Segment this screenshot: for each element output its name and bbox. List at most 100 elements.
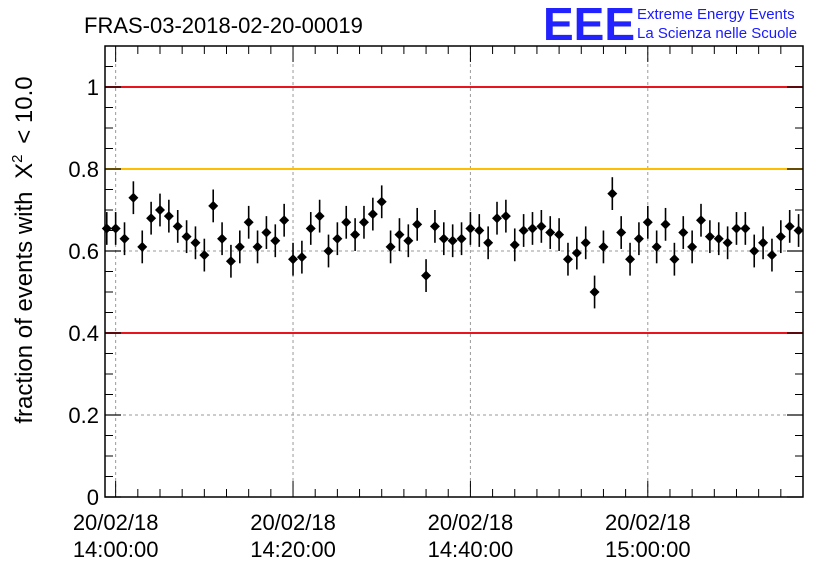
x-tick-label-time: 14:00:00 xyxy=(73,537,159,562)
data-point xyxy=(421,259,432,292)
point-marker xyxy=(421,270,432,281)
point-marker xyxy=(527,223,538,234)
point-marker xyxy=(350,229,361,240)
data-point xyxy=(101,212,112,245)
point-marker xyxy=(181,231,192,242)
data-point xyxy=(740,212,751,245)
point-marker xyxy=(571,248,582,259)
y-tick-label: 0.8 xyxy=(68,157,99,182)
data-point xyxy=(722,226,733,260)
point-marker xyxy=(288,254,299,265)
point-marker xyxy=(208,200,219,211)
point-marker xyxy=(536,221,547,232)
point-marker xyxy=(518,225,529,236)
point-marker xyxy=(429,221,440,232)
data-point xyxy=(687,230,698,264)
point-marker xyxy=(296,252,307,263)
point-marker xyxy=(554,229,565,240)
data-point xyxy=(314,199,325,233)
point-marker xyxy=(598,241,609,252)
y-tick-label: 0.2 xyxy=(68,403,99,428)
data-point xyxy=(394,218,405,251)
point-marker xyxy=(128,192,139,203)
data-point xyxy=(580,226,591,260)
point-marker xyxy=(234,241,245,252)
data-point xyxy=(172,210,183,243)
y-axis-label-prefix: fraction of events with xyxy=(11,191,38,423)
x-tick-label-date: 20/02/18 xyxy=(73,510,159,535)
point-marker xyxy=(101,223,112,234)
data-point xyxy=(385,230,396,264)
data-point xyxy=(341,205,352,239)
data-point xyxy=(749,234,760,268)
point-marker xyxy=(217,233,228,244)
point-marker xyxy=(163,211,174,222)
point-marker xyxy=(669,254,680,265)
y-axis-label: fraction of events with X2 < 10.0 xyxy=(1,76,38,423)
point-marker xyxy=(172,221,183,232)
data-point xyxy=(217,222,228,256)
data-point xyxy=(128,181,139,215)
point-marker xyxy=(633,233,644,244)
data-point xyxy=(554,218,565,251)
point-marker xyxy=(775,231,786,242)
point-marker xyxy=(279,215,290,226)
point-marker xyxy=(483,237,494,248)
y-tick-label: 0.4 xyxy=(68,321,99,346)
y-axis-label-suffix: < 10.0 xyxy=(11,76,38,143)
data-point xyxy=(731,212,742,245)
data-point xyxy=(261,216,272,249)
data-point xyxy=(119,222,130,256)
data-point xyxy=(758,226,769,260)
point-marker xyxy=(660,219,671,230)
data-point xyxy=(607,177,618,210)
data-point xyxy=(616,216,627,249)
point-marker xyxy=(704,231,715,242)
data-point xyxy=(137,230,148,264)
data-point xyxy=(376,185,387,219)
point-marker xyxy=(190,237,201,248)
point-marker xyxy=(465,223,476,234)
x-tick-label-date: 20/02/18 xyxy=(605,510,691,535)
data-point xyxy=(456,222,467,256)
data-point xyxy=(447,224,458,258)
data-point xyxy=(252,230,263,264)
data-point xyxy=(474,214,485,247)
data-point xyxy=(625,242,636,276)
point-marker xyxy=(412,219,423,230)
point-marker xyxy=(545,227,556,238)
point-marker xyxy=(314,211,325,222)
point-marker xyxy=(562,254,573,265)
point-marker xyxy=(509,239,520,250)
data-point xyxy=(660,207,671,241)
point-marker xyxy=(642,217,653,228)
x-tick-label-time: 15:00:00 xyxy=(605,537,691,562)
data-point xyxy=(279,203,290,237)
data-point xyxy=(571,236,582,270)
x-tick-label-time: 14:20:00 xyxy=(250,537,336,562)
data-point xyxy=(642,205,653,239)
point-marker xyxy=(740,223,751,234)
data-point xyxy=(633,222,644,256)
point-marker xyxy=(225,256,236,267)
data-point xyxy=(669,242,680,276)
point-marker xyxy=(625,254,636,265)
data-point xyxy=(598,230,609,264)
x-tick-label-date: 20/02/18 xyxy=(250,510,336,535)
data-point xyxy=(234,230,245,264)
data-point xyxy=(332,222,343,256)
y-ticks: 0 0.2 0.4 0.6 0.8 1 xyxy=(68,45,803,510)
point-marker xyxy=(252,241,263,252)
data-point xyxy=(536,210,547,243)
data-point xyxy=(589,275,600,309)
axes xyxy=(104,45,804,498)
point-marker xyxy=(376,196,387,207)
data-point xyxy=(110,212,121,245)
point-marker xyxy=(713,233,724,244)
point-marker xyxy=(758,237,769,248)
point-marker xyxy=(110,223,121,234)
point-marker xyxy=(696,215,707,226)
eee-logo-letters: EEE xyxy=(543,0,635,50)
y-axis-label-symbol: X xyxy=(11,163,38,179)
